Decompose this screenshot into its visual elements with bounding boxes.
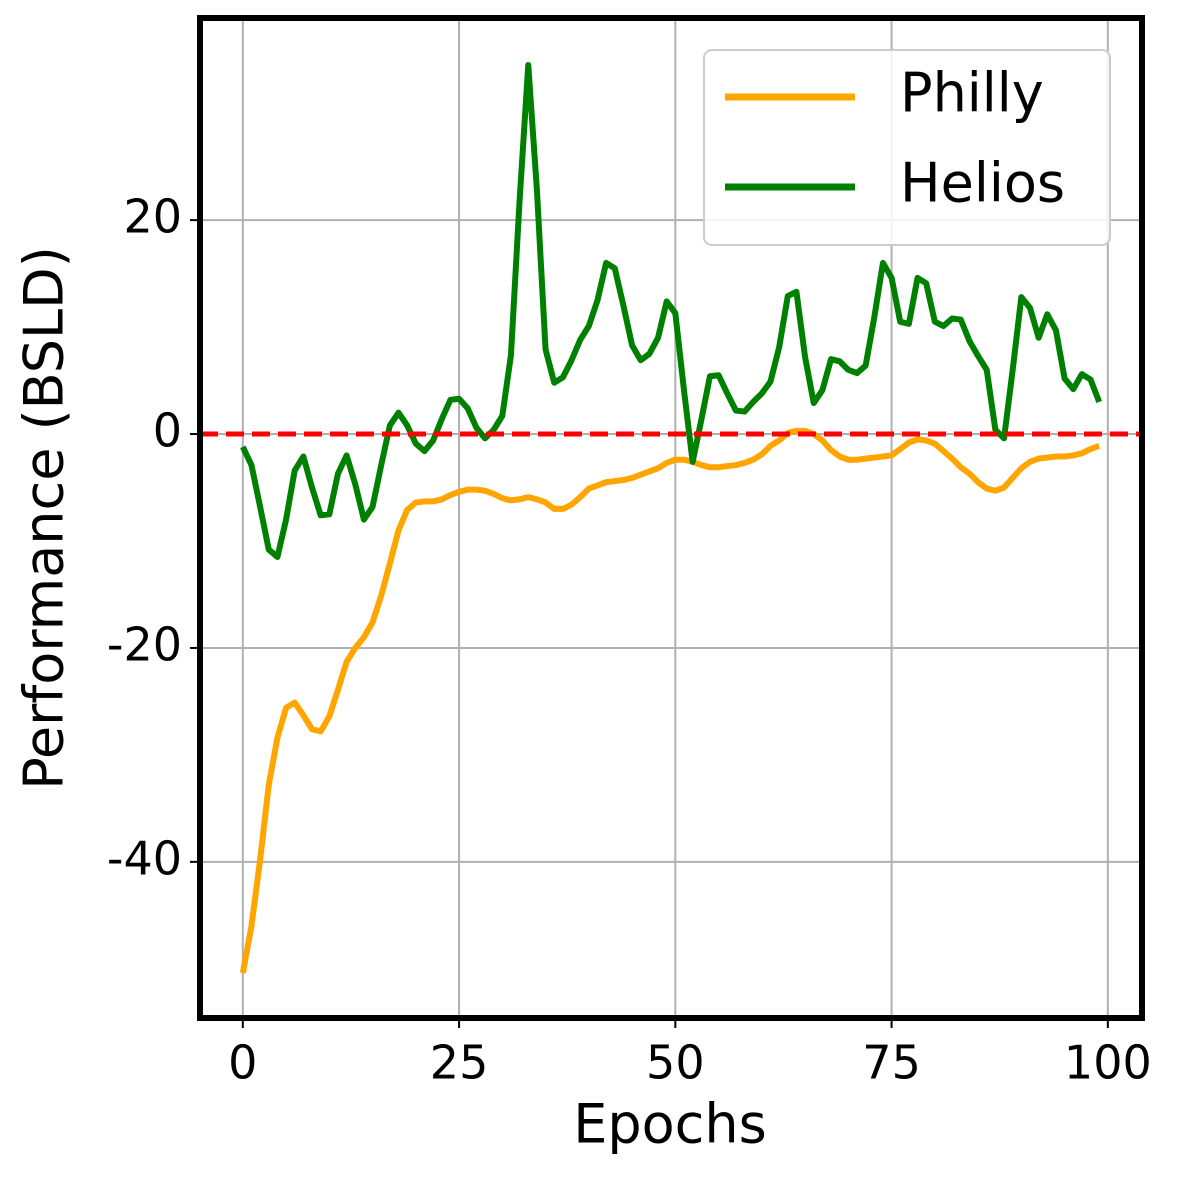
- x-axis-label: Epochs: [573, 1093, 766, 1156]
- x-tick-label: 50: [646, 1036, 705, 1090]
- y-tick-label: 0: [153, 404, 182, 458]
- y-tick-label: 20: [123, 190, 182, 244]
- y-axis-label: Performance (BSLD): [13, 246, 76, 790]
- legend-label: Helios: [900, 152, 1065, 215]
- y-tick-label: -20: [107, 617, 182, 671]
- x-tick-label: 0: [228, 1036, 257, 1090]
- x-tick-label: 100: [1064, 1036, 1152, 1090]
- plot-frame: [197, 15, 1145, 1021]
- x-tick-label: 25: [430, 1036, 489, 1090]
- y-tick-label: -40: [107, 831, 182, 885]
- series-line: [240, 62, 1102, 561]
- x-tick-label: 75: [862, 1036, 921, 1090]
- series-line: [239, 427, 1101, 974]
- legend-label: Philly: [900, 62, 1044, 125]
